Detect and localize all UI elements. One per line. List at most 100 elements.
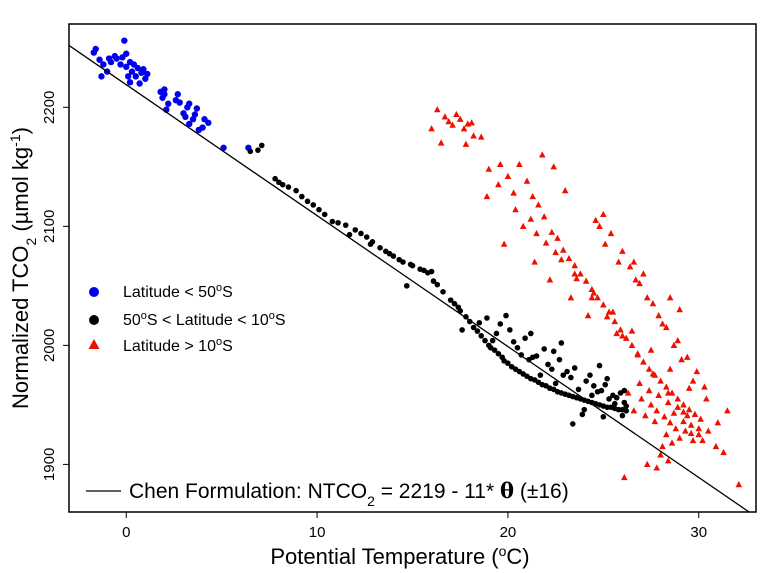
point-north [704, 427, 712, 434]
point-mid [329, 218, 336, 225]
point-north [428, 125, 435, 132]
point-south [123, 63, 130, 71]
point-mid [470, 324, 477, 331]
point-mid [579, 411, 586, 418]
point-mid [428, 268, 435, 275]
point-mid [474, 328, 481, 334]
point-north [657, 451, 664, 458]
point-mid [510, 338, 517, 345]
point-north [668, 439, 676, 446]
fit-annotation-part-0: Chen Formulation: NTCO [129, 480, 367, 503]
x-axis-title: Potential Temperature (oC) [270, 543, 529, 569]
point-mid [550, 348, 557, 355]
point-north [638, 395, 645, 402]
point-north [592, 216, 599, 223]
point-mid [575, 386, 582, 393]
legend-mid-part-2: S < Latitude < 10 [147, 312, 269, 329]
point-north [485, 165, 493, 172]
point-north [531, 258, 538, 265]
legend: Latitude < 50oS 50oS < Latitude < 10oS L… [88, 282, 286, 355]
point-north [558, 256, 565, 263]
y-tick-label: 2000 [41, 329, 58, 362]
point-north [720, 448, 727, 456]
point-north [695, 431, 703, 438]
point-south [144, 70, 151, 78]
point-south [128, 68, 136, 75]
point-north [445, 118, 453, 125]
point-north [643, 294, 651, 301]
point-mid [279, 181, 286, 188]
y-axis-title-sub: 2 [23, 238, 39, 246]
point-south [90, 49, 98, 56]
point-north [538, 151, 546, 158]
point-north [607, 229, 615, 237]
legend-south-part-2: S [222, 284, 233, 301]
legend-mid-part-1: o [141, 310, 147, 322]
legend-marker-mid [89, 315, 99, 325]
point-north [567, 294, 575, 301]
point-north [699, 436, 706, 444]
point-mid [503, 312, 509, 319]
point-north [735, 481, 743, 488]
point-north [640, 270, 647, 277]
point-north [470, 132, 477, 139]
point-north [500, 240, 508, 247]
point-mid [377, 244, 383, 251]
legend-north-part-1: o [216, 336, 222, 348]
point-north [571, 262, 579, 269]
point-mid [304, 198, 311, 205]
point-south [121, 37, 128, 44]
point-north [621, 473, 628, 481]
point-north [680, 417, 687, 425]
point-north [647, 401, 655, 408]
point-north [626, 263, 634, 270]
point-north [460, 125, 468, 132]
point-south [186, 100, 193, 107]
point-north [674, 403, 682, 410]
legend-label-south: Latitude < 50oS [123, 282, 233, 301]
x-axis-title-end: C) [506, 544, 529, 569]
point-mid [403, 283, 410, 289]
point-north [640, 358, 647, 365]
point-north [603, 313, 611, 320]
point-north [666, 365, 674, 372]
x-axis-title-sup: o [499, 543, 507, 559]
point-mid [459, 327, 465, 333]
point-north [676, 306, 683, 313]
point-north [584, 312, 592, 319]
point-mid [321, 211, 328, 218]
point-mid [489, 337, 496, 344]
point-north [701, 383, 708, 390]
point-mid [604, 375, 610, 382]
point-mid [602, 381, 609, 388]
point-mid [247, 148, 254, 155]
point-north [697, 415, 704, 422]
point-mid [447, 297, 454, 303]
point-north [449, 121, 456, 128]
y-axis-title-sup: -1 [7, 134, 23, 147]
point-south [132, 73, 139, 80]
point-south [117, 61, 124, 68]
point-north [691, 410, 699, 417]
fit-annotation-part-1: 2 [367, 493, 375, 509]
point-north [622, 334, 630, 341]
point-north [456, 115, 464, 122]
point-mid [583, 378, 589, 384]
point-south [105, 55, 113, 62]
point-mid [611, 400, 618, 407]
point-north [642, 411, 649, 419]
point-south [100, 61, 107, 68]
point-north [657, 377, 664, 384]
point-north [659, 442, 666, 450]
point-mid [623, 403, 630, 409]
point-north [573, 275, 580, 282]
point-north [670, 341, 678, 348]
point-mid [430, 278, 437, 284]
point-north [693, 367, 701, 375]
point-south [124, 73, 132, 80]
point-north [674, 395, 682, 402]
point-north [653, 407, 661, 414]
x-tick-label: 10 [309, 524, 326, 541]
point-north [533, 229, 540, 237]
point-north [670, 409, 678, 416]
